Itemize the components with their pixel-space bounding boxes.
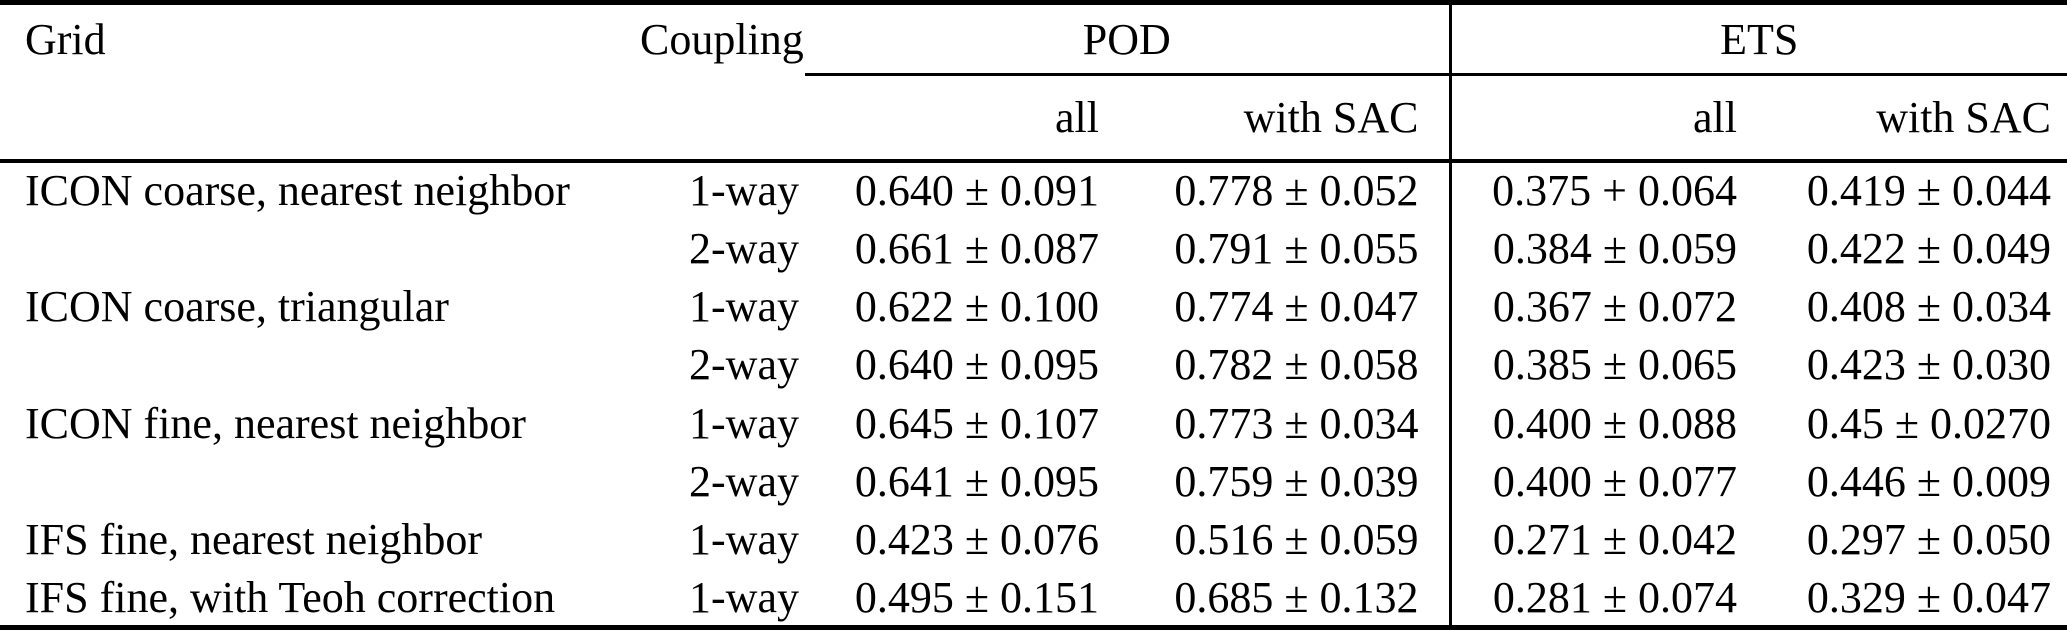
cell-grid: IFS fine, nearest neighbor: [25, 515, 482, 565]
table-row: ICON fine, nearest neighbor 1-way 0.645 …: [0, 394, 2067, 453]
cell-pod-with-sac: 0.759 ± 0.039: [1174, 457, 1419, 507]
cell-grid: ICON coarse, triangular: [25, 281, 449, 331]
cell-ets-with-sac: 0.45 ± 0.0270: [1806, 398, 2052, 448]
cell-coupling: 2-way: [689, 457, 799, 507]
cell-ets-with-sac: 0.423 ± 0.030: [1806, 340, 2052, 390]
cell-grid: IFS fine, with Teoh correction: [25, 572, 556, 622]
cell-pod-all: 0.645 ± 0.107: [854, 398, 1099, 448]
cell-ets-all: 0.271 ± 0.042: [1448, 510, 1745, 570]
cell-pod-all: 0.423 ± 0.076: [854, 515, 1099, 565]
cell-ets-all: 0.375 + 0.064: [1448, 160, 1745, 219]
cell-grid: [0, 452, 640, 510]
cell-grid: ICON coarse, nearest neighbor: [25, 166, 570, 216]
cell-ets-all: 0.281 ± 0.074: [1448, 569, 1745, 628]
cell-pod-with-sac: 0.774 ± 0.047: [1174, 281, 1419, 331]
cell-pod-with-sac: 0.791 ± 0.055: [1174, 223, 1419, 273]
cell-grid: [0, 219, 640, 277]
cell-pod-all: 0.622 ± 0.100: [854, 281, 1099, 331]
cell-coupling: 1-way: [689, 515, 799, 565]
cell-ets-all: 0.385 ± 0.065: [1448, 335, 1745, 394]
group-header-pod: POD: [805, 2, 1450, 76]
cell-pod-with-sac: 0.782 ± 0.058: [1174, 340, 1419, 390]
cell-ets-all: 0.400 ± 0.077: [1448, 452, 1745, 511]
cell-pod-with-sac: 0.773 ± 0.034: [1174, 398, 1419, 448]
column-header-coupling: Coupling: [640, 15, 804, 65]
cell-coupling: 1-way: [689, 398, 799, 448]
cell-ets-with-sac: 0.329 ± 0.047: [1806, 572, 2052, 622]
subheader-ets-all: all: [1448, 74, 1745, 163]
cell-pod-all: 0.641 ± 0.095: [854, 457, 1099, 507]
cell-ets-with-sac: 0.422 ± 0.049: [1806, 223, 2052, 273]
cell-coupling: 1-way: [689, 281, 799, 331]
cell-grid: ICON fine, nearest neighbor: [25, 398, 526, 448]
cell-pod-all: 0.640 ± 0.091: [854, 166, 1099, 216]
cell-ets-all: 0.367 ± 0.072: [1448, 277, 1745, 336]
cell-pod-with-sac: 0.516 ± 0.059: [1174, 515, 1419, 565]
table-row: IFS fine, nearest neighbor 1-way 0.423 ±…: [0, 510, 2067, 570]
table-row: 2-way 0.640 ± 0.095 0.782 ± 0.058 0.385 …: [0, 335, 2067, 394]
subheader-ets-with-sac: with SAC: [1745, 74, 2067, 163]
column-header-grid: Grid: [25, 15, 106, 65]
table-row: ICON coarse, triangular 1-way 0.622 ± 0.…: [0, 277, 2067, 336]
cell-pod-with-sac: 0.778 ± 0.052: [1174, 166, 1419, 216]
subheader-empty-coupling: [640, 74, 805, 163]
subheader-pod-with-sac: with SAC: [1105, 74, 1450, 163]
group-header-ets: ETS: [1448, 2, 2067, 76]
cell-coupling: 2-way: [689, 340, 799, 390]
cell-ets-all: 0.400 ± 0.088: [1448, 394, 1745, 453]
cell-ets-all: 0.384 ± 0.059: [1448, 218, 1745, 278]
cell-ets-with-sac: 0.419 ± 0.044: [1806, 166, 2052, 216]
subheader-pod-all: all: [805, 74, 1105, 163]
cell-coupling: 2-way: [689, 223, 799, 273]
header-sub-row: all with SAC all with SAC: [0, 74, 2067, 163]
cell-ets-with-sac: 0.297 ± 0.050: [1806, 515, 2052, 565]
table-row: ICON coarse, nearest neighbor 1-way 0.64…: [0, 160, 2067, 219]
cell-ets-with-sac: 0.408 ± 0.034: [1806, 281, 2052, 331]
cell-coupling: 1-way: [689, 166, 799, 216]
cell-ets-with-sac: 0.446 ± 0.009: [1806, 457, 2052, 507]
header-group-row: Grid Coupling POD ETS: [0, 2, 2067, 76]
cell-pod-with-sac: 0.685 ± 0.132: [1174, 572, 1419, 622]
table-row: 2-way 0.661 ± 0.087 0.791 ± 0.055 0.384 …: [0, 218, 2067, 278]
cell-pod-all: 0.495 ± 0.151: [854, 572, 1099, 622]
table-row: IFS fine, with Teoh correction 1-way 0.4…: [0, 569, 2067, 628]
subheader-empty-grid: [0, 74, 640, 163]
cell-coupling: 1-way: [689, 572, 799, 622]
cell-pod-all: 0.640 ± 0.095: [854, 340, 1099, 390]
cell-grid: [0, 336, 640, 394]
cell-pod-all: 0.661 ± 0.087: [854, 223, 1099, 273]
table-row: 2-way 0.641 ± 0.095 0.759 ± 0.039 0.400 …: [0, 452, 2067, 511]
